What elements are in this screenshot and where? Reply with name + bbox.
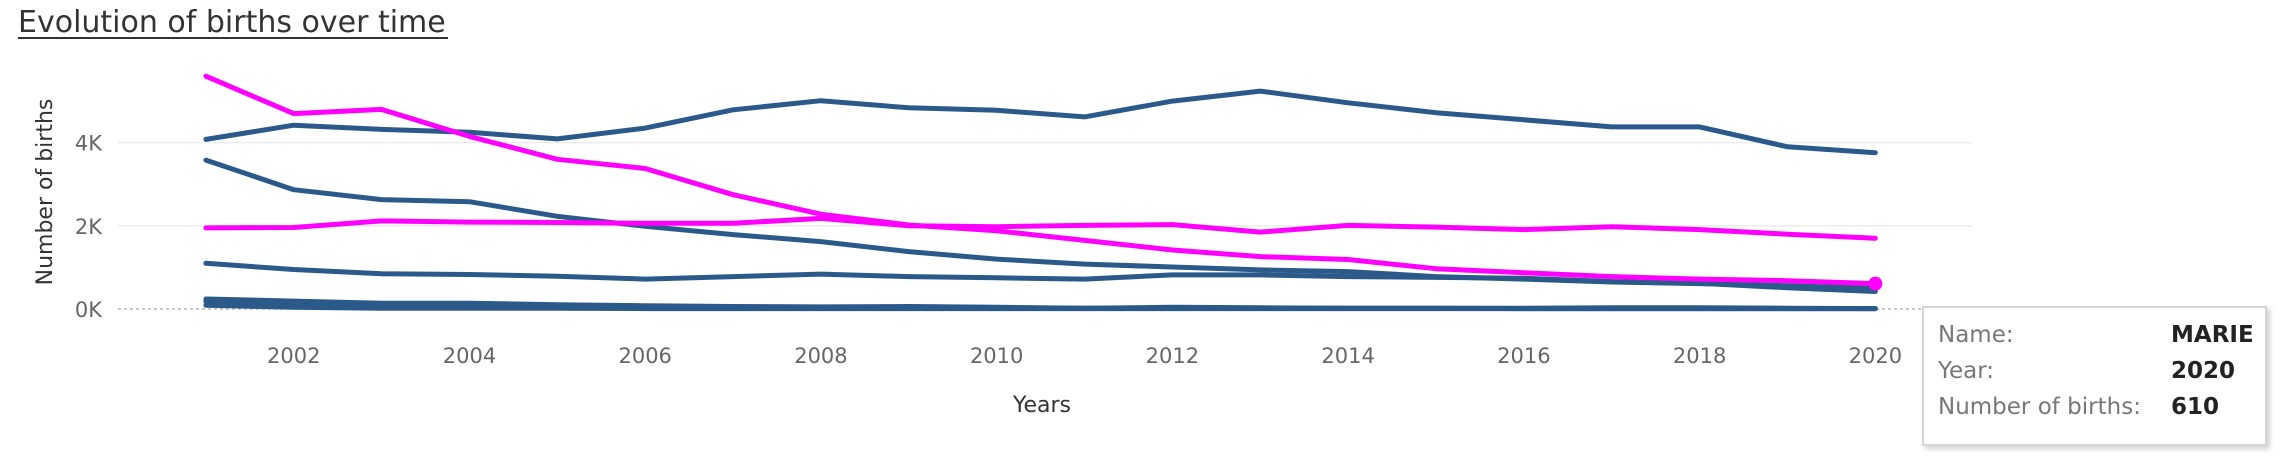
x-tick-label: 2016 (1497, 344, 1550, 368)
y-tick-label: 0K (75, 298, 103, 322)
tooltip-year-label: Year: (1938, 358, 1995, 384)
x-axis-label: Years (1012, 393, 1071, 418)
tooltip-name-label: Name: (1938, 322, 2014, 348)
y-tick-label: 4K (75, 132, 103, 156)
x-axis-ticks: 2002 2004 2006 2008 2010 2012 2014 2016 2018 2020 (267, 344, 1902, 368)
x-tick-label: 2020 (1849, 344, 1902, 368)
tooltip-births-label: Number of births: (1938, 394, 2141, 420)
chart-title: Evolution of births over time (18, 5, 446, 40)
series-line-highlighted (203, 73, 1878, 287)
x-tick-label: 2002 (267, 344, 320, 368)
series-line (203, 88, 1878, 156)
x-tick-label: 2008 (794, 344, 847, 368)
x-tick-label: 2006 (618, 344, 671, 368)
series-line (203, 302, 1878, 312)
highlight-point (1868, 276, 1883, 291)
x-tick-label: 2018 (1673, 344, 1726, 368)
series-lines (203, 73, 1878, 312)
highlight-marker (1868, 276, 1883, 291)
x-tick-label: 2004 (443, 344, 496, 368)
tooltip-births-value: 610 (2171, 394, 2220, 420)
tooltip-births-row: Number of births: 610 (1938, 394, 2219, 420)
x-tick-label: 2014 (1321, 344, 1374, 368)
tooltip-name-value: MARIE (2171, 322, 2254, 348)
series-line-highlighted (203, 215, 1878, 241)
tooltip-year-row: Year: 2020 (1938, 358, 2235, 384)
x-tick-label: 2010 (970, 344, 1023, 368)
y-axis-ticks: 0K 2K 4K (75, 132, 103, 322)
y-axis-label: Number of births (33, 99, 58, 286)
tooltip: Name: MARIE Year: 2020 Number of births:… (1922, 306, 2267, 446)
tooltip-name-row: Name: MARIE (1938, 322, 2254, 348)
series-line (203, 260, 1878, 294)
y-tick-label: 2K (75, 215, 103, 239)
tooltip-year-value: 2020 (2171, 358, 2236, 384)
x-tick-label: 2012 (1146, 344, 1199, 368)
